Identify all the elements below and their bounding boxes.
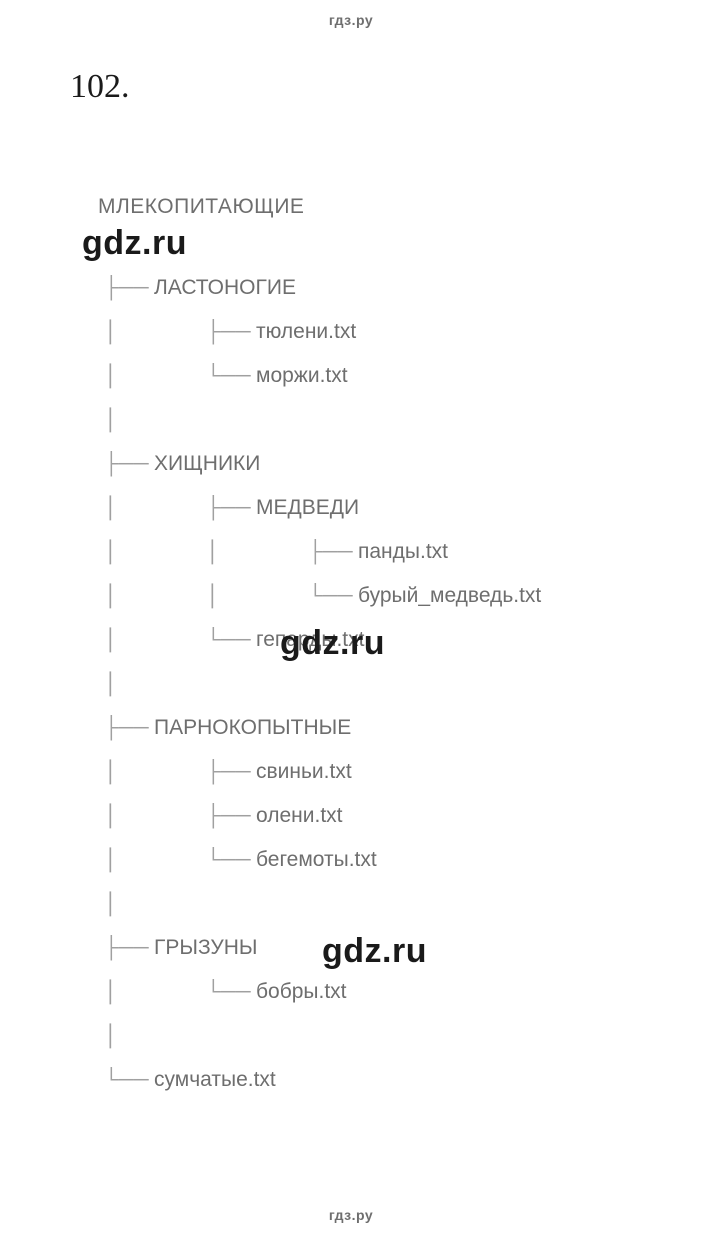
tree-row: │ <box>104 1014 541 1058</box>
tree-row: │ МЕДВЕДИ <box>104 486 541 530</box>
tree-indent: │ <box>104 486 206 530</box>
tree-branch-end-icon <box>206 618 256 662</box>
tree-row: │ олени.txt <box>104 794 541 838</box>
tree-indent: │ <box>104 882 122 926</box>
tree-node-label: моржи.txt <box>256 354 348 398</box>
tree-row: ПАРНОКОПЫТНЫЕ <box>104 706 541 750</box>
tree-root-label: МЛЕКОПИТАЮЩИЕ <box>98 195 304 219</box>
tree-node-label: сумчатые.txt <box>154 1058 276 1102</box>
tree-branch-end-icon <box>308 574 358 618</box>
tree-indent: │ <box>104 838 206 882</box>
watermark-overlay-2: gdz.ru <box>280 624 385 663</box>
watermark-overlay-3: gdz.ru <box>322 932 427 971</box>
tree-row: │ <box>104 882 541 926</box>
tree-branch-tee-icon <box>206 310 256 354</box>
tree-branch-tee-icon <box>104 926 154 970</box>
tree-branch-tee-icon <box>206 750 256 794</box>
tree-row: │ <box>104 398 541 442</box>
tree-branch-end-icon <box>206 970 256 1014</box>
tree-row: │ свиньи.txt <box>104 750 541 794</box>
tree-indent: │ <box>104 310 206 354</box>
tree-indent: │ <box>104 618 206 662</box>
directory-tree: ЛАСТОНОГИЕ│тюлени.txt│моржи.txt│ХИЩНИКИ│… <box>104 266 541 1102</box>
tree-node-label: тюлени.txt <box>256 310 356 354</box>
tree-node-label: панды.txt <box>358 530 448 574</box>
tree-indent: │ <box>104 970 206 1014</box>
watermark-overlay-1: gdz.ru <box>82 224 187 263</box>
tree-branch-tee-icon <box>104 442 154 486</box>
tree-node-label: бегемоты.txt <box>256 838 377 882</box>
tree-row: сумчатые.txt <box>104 1058 541 1102</box>
tree-row: ХИЩНИКИ <box>104 442 541 486</box>
tree-indent: ││ <box>104 530 308 574</box>
tree-node-label: ЛАСТОНОГИЕ <box>154 266 296 310</box>
tree-branch-tee-icon <box>104 706 154 750</box>
footer-watermark: гдз.ру <box>0 1207 702 1223</box>
tree-node-label: олени.txt <box>256 794 342 838</box>
tree-branch-tee-icon <box>206 794 256 838</box>
tree-row: ││ панды.txt <box>104 530 541 574</box>
tree-branch-end-icon <box>206 838 256 882</box>
tree-branch-end-icon <box>104 1058 154 1102</box>
tree-row: ││ бурый_медведь.txt <box>104 574 541 618</box>
tree-indent: │ <box>104 794 206 838</box>
tree-indent: ││ <box>104 574 308 618</box>
tree-node-label: бурый_медведь.txt <box>358 574 541 618</box>
tree-row: │ бобры.txt <box>104 970 541 1014</box>
tree-node-label: ХИЩНИКИ <box>154 442 260 486</box>
tree-branch-tee-icon <box>206 486 256 530</box>
tree-indent: │ <box>104 662 122 706</box>
problem-number: 102. <box>70 68 130 106</box>
header-watermark: гдз.ру <box>0 12 702 28</box>
tree-indent: │ <box>104 398 122 442</box>
tree-row: │ <box>104 662 541 706</box>
tree-indent: │ <box>104 1014 122 1058</box>
tree-node-label: ПАРНОКОПЫТНЫЕ <box>154 706 351 750</box>
tree-branch-tee-icon <box>308 530 358 574</box>
tree-node-label: ГРЫЗУНЫ <box>154 926 258 970</box>
tree-branch-end-icon <box>206 354 256 398</box>
tree-row: │ тюлени.txt <box>104 310 541 354</box>
tree-node-label: бобры.txt <box>256 970 347 1014</box>
tree-row: ЛАСТОНОГИЕ <box>104 266 541 310</box>
tree-node-label: свиньи.txt <box>256 750 352 794</box>
tree-row: │ моржи.txt <box>104 354 541 398</box>
tree-node-label: МЕДВЕДИ <box>256 486 359 530</box>
tree-indent: │ <box>104 354 206 398</box>
tree-indent: │ <box>104 750 206 794</box>
tree-branch-tee-icon <box>104 266 154 310</box>
tree-row: │ бегемоты.txt <box>104 838 541 882</box>
